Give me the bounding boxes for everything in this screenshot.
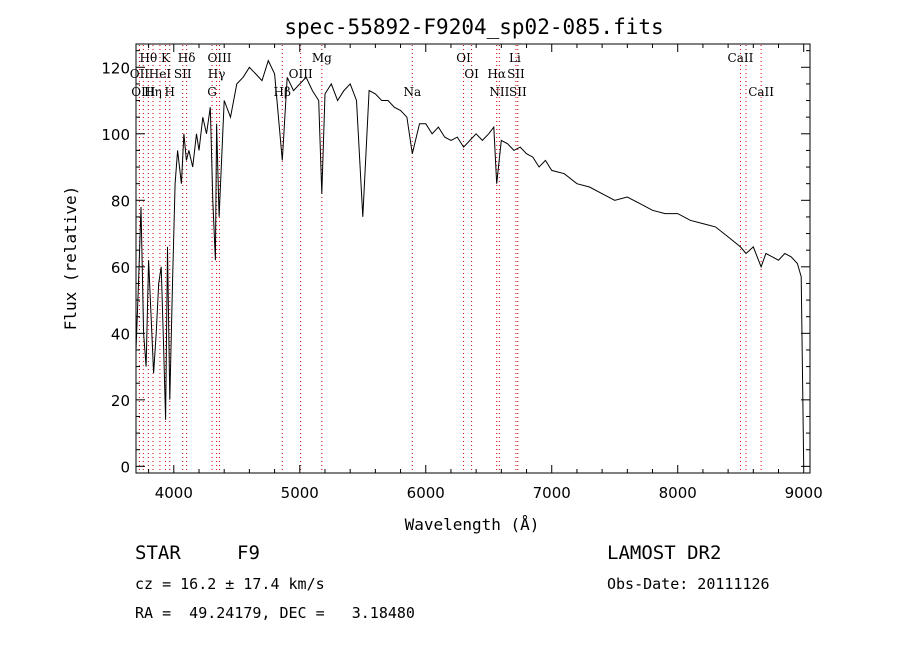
- x-tick-label: 6000: [407, 484, 445, 502]
- spectral-line-label: OI: [456, 51, 471, 65]
- spectral-line-label: OII: [130, 67, 150, 81]
- object-subclass: F9: [237, 542, 260, 564]
- object-class: STAR: [135, 542, 181, 564]
- x-tick-label: 8000: [659, 484, 697, 502]
- y-axis-ticks: 0 20 40 60 80 100 120: [101, 50, 810, 476]
- spectral-line-label: Na: [403, 85, 421, 99]
- spectral-line-label: SII: [174, 67, 192, 81]
- y-tick-label: 20: [111, 392, 130, 410]
- y-tick-label: 120: [101, 59, 130, 77]
- y-tick-label: 0: [120, 458, 130, 476]
- spectral-line-label: H: [165, 85, 175, 99]
- spectral-line-label: OIII: [289, 67, 313, 81]
- spectral-line-label: Hδ: [178, 51, 196, 65]
- spectral-line-label: OIII: [131, 85, 155, 99]
- chart-title: spec-55892-F9204_sp02-085.fits: [284, 15, 663, 39]
- spectral-line-label: Li: [509, 51, 521, 65]
- x-tick-label: 5000: [281, 484, 319, 502]
- spectral-line-label: G: [207, 85, 217, 99]
- observation-date: Obs-Date: 20111126: [607, 575, 770, 593]
- spectral-line-label: OI: [464, 67, 479, 81]
- plot-frame: [135, 43, 811, 474]
- spectral-line-label: HeI: [149, 67, 172, 81]
- x-axis-ticks: 4000 5000 6000 7000 8000 9000: [148, 44, 823, 502]
- x-tick-label: 9000: [785, 484, 823, 502]
- spectral-line-label: SII: [509, 85, 527, 99]
- spectral-line-label: Hα: [487, 67, 506, 81]
- spectral-line-label: K: [161, 51, 171, 65]
- coordinates: RA = 49.24179, DEC = 3.18480: [135, 604, 415, 622]
- spectral-line-label: Hθ: [139, 51, 157, 65]
- spectral-line-label: Hη: [144, 85, 162, 99]
- y-tick-label: 60: [111, 259, 130, 277]
- spectral-line-markers: [138, 45, 762, 472]
- y-tick-label: 100: [101, 126, 130, 144]
- survey-name: LAMOST DR2: [607, 542, 722, 564]
- x-tick-label: 4000: [155, 484, 193, 502]
- spectral-line-label: Mg: [312, 51, 332, 65]
- spectral-line-label: OIII: [207, 51, 231, 65]
- spectral-line-label: NII: [489, 85, 509, 99]
- y-tick-label: 80: [111, 192, 130, 210]
- spectral-line-label: SII: [507, 67, 525, 81]
- x-axis-label: Wavelength (Å): [405, 515, 540, 534]
- y-tick-label: 40: [111, 325, 130, 343]
- x-tick-label: 7000: [533, 484, 571, 502]
- spectral-line-label: CaII: [748, 85, 774, 99]
- spectral-line-label: Hγ: [208, 67, 226, 81]
- y-axis-label: Flux (relative): [61, 186, 80, 331]
- redshift-velocity: cz = 16.2 ± 17.4 km/s: [135, 575, 325, 593]
- spectral-line-label: CaII: [728, 51, 754, 65]
- spectrum-line: [135, 59, 805, 467]
